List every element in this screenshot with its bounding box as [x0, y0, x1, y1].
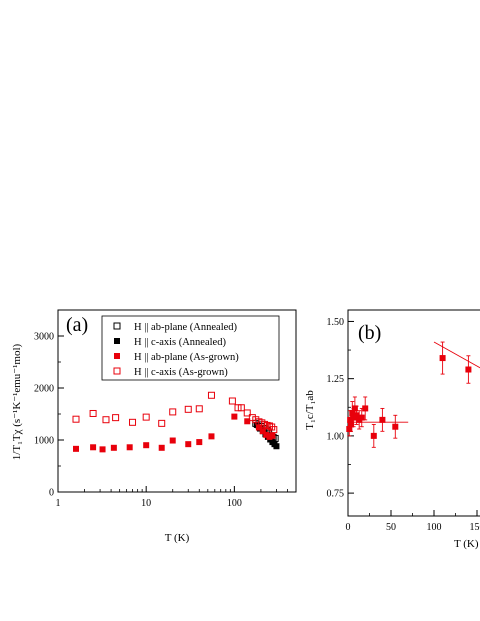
series-4-point	[237, 404, 245, 412]
series-3-point	[208, 433, 215, 440]
series-1-point	[392, 423, 399, 430]
series-3-point	[158, 444, 165, 451]
series-3-point	[169, 437, 176, 444]
series-4-point	[72, 415, 80, 423]
panel-a-label: (a)	[66, 314, 88, 336]
legend-entry-2: H || c-axis (Annealed)	[114, 337, 226, 348]
y-tick-label: 1000	[34, 436, 54, 447]
series-4-point	[89, 409, 97, 417]
panel-b-markers	[346, 341, 472, 448]
series-3-point	[185, 441, 192, 448]
series-3-point	[263, 431, 270, 438]
y-tick-label: 1.25	[327, 374, 345, 385]
legend-entry-4: H || c-axis (As-grown)	[113, 367, 228, 378]
panel-a-y-axis-label: 1/T₁Tχ (s⁻¹K⁻¹emu⁻¹mol)	[11, 343, 23, 460]
series-1-point	[465, 366, 472, 373]
series-3-point	[244, 418, 251, 425]
legend-label-2: H || c-axis (Annealed)	[134, 337, 226, 348]
series-3-point	[110, 444, 117, 451]
series-1-point	[350, 414, 357, 421]
panel-a-x-axis-label: T (K)	[165, 532, 190, 544]
legend-label-3: H || ab-plane (As-grown)	[134, 352, 239, 363]
series-3-point	[259, 428, 266, 435]
legend-frame	[101, 315, 280, 381]
series-3-point	[72, 445, 79, 452]
x-tick-label: 50	[386, 522, 396, 533]
series-4-point	[263, 421, 271, 429]
panel-a-legend: H || ab-plane (Annealed) H || c-axis (An…	[101, 315, 280, 381]
legend-marker-3	[114, 353, 120, 359]
fit-line	[433, 341, 480, 369]
y-tick-label: 1.00	[327, 431, 345, 442]
series-4-point	[112, 414, 120, 422]
series-4-point	[265, 422, 273, 430]
series-4-point	[169, 408, 177, 416]
y-tick-label: 3000	[34, 332, 54, 343]
panel-b-y-axis-label: T₁c/T₁ab	[304, 390, 316, 430]
legend-entry-3: H || ab-plane (As-grown)	[114, 352, 239, 363]
series-1-point	[351, 405, 358, 412]
series-4-point	[228, 397, 236, 405]
series-4-point	[207, 391, 215, 399]
panel-a-markers	[72, 391, 280, 453]
panel-b: 0 50 100 150 0.75 1.00 1.25 1.50 (b) T (K) T₁c/…	[304, 309, 480, 550]
series-3-point	[90, 444, 97, 451]
series-4-point	[195, 405, 203, 413]
panel-b-x-axis-label: T (K)	[454, 538, 479, 550]
y-tick-label: 0	[49, 488, 54, 499]
series-3-point	[196, 439, 203, 446]
series-1-point	[358, 414, 365, 421]
series-1-point	[353, 412, 360, 419]
x-tick-label: 0	[346, 522, 351, 533]
series-3-point	[143, 442, 150, 449]
series-4-point	[102, 416, 110, 424]
series-3-point	[255, 424, 262, 431]
series-1-point	[439, 355, 446, 362]
series-1-point	[362, 405, 369, 412]
x-tick-label: 10	[141, 498, 151, 509]
series-4-point	[270, 426, 278, 434]
legend-label-1: H || ab-plane (Annealed)	[134, 322, 238, 333]
series-3-point	[269, 432, 276, 439]
x-tick-label: 100	[227, 498, 242, 509]
series-3-point	[231, 413, 238, 420]
legend-entry-1: H || ab-plane (Annealed)	[113, 322, 238, 333]
series-4-point	[184, 405, 192, 413]
y-tick-label: 1.50	[327, 317, 345, 328]
panel-b-ticks: 0 50 100 150 0.75 1.00 1.25 1.50	[327, 317, 480, 533]
series-4-point	[243, 409, 251, 417]
series-1-point	[370, 432, 377, 439]
legend-label-4: H || c-axis (As-grown)	[134, 367, 228, 378]
series-4-point	[142, 413, 150, 421]
legend-marker-2	[114, 338, 120, 344]
series-2-point	[273, 443, 280, 450]
series-1-point	[349, 410, 356, 416]
y-tick-label: 0.75	[327, 489, 345, 500]
series-3-point	[126, 444, 133, 451]
series-1-point	[347, 416, 354, 423]
x-tick-label: 1	[56, 498, 61, 509]
series-4-point	[129, 418, 137, 426]
legend-marker-1	[113, 322, 121, 330]
legend-marker-4	[113, 367, 121, 375]
panel-a-frame	[57, 309, 297, 493]
y-tick-label: 2000	[34, 384, 54, 395]
x-tick-label: 150	[470, 522, 480, 533]
x-tick-label: 100	[427, 522, 442, 533]
series-4-point	[158, 419, 166, 427]
series-3-point	[99, 446, 106, 453]
panel-b-label: (b)	[358, 322, 381, 344]
series-1-point	[379, 416, 386, 423]
